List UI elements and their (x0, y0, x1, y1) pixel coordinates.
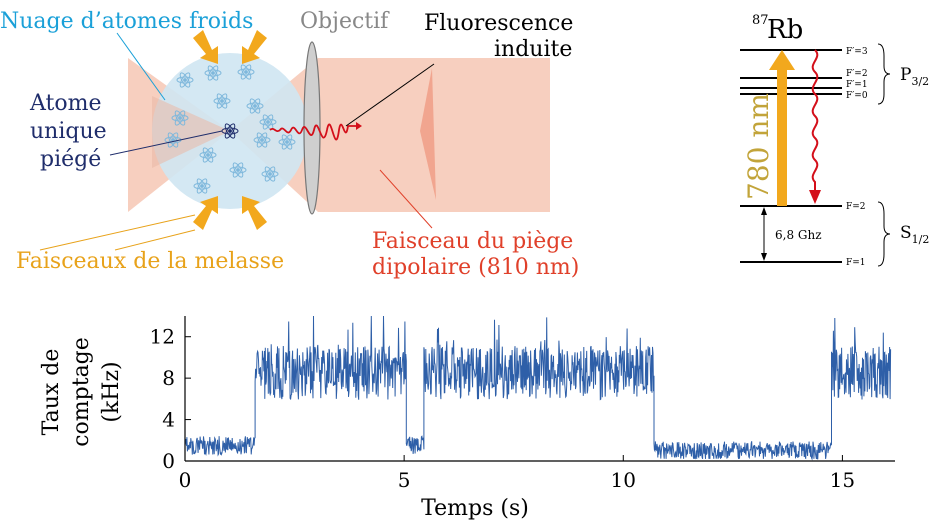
trap-beam-overlap (152, 96, 230, 168)
x-axis-label: Temps (s) (421, 496, 529, 521)
y-axis-label-2: comptage (69, 337, 94, 447)
trap-beam-focus (420, 68, 436, 200)
chart-ticks: 0 5 10 15 0 4 8 12 (150, 325, 856, 492)
y-tick-label: 8 (162, 366, 175, 390)
cloud-label: Nuage d’atomes froids (0, 9, 253, 34)
atom-label-2: unique (30, 119, 107, 144)
cloud-leader (116, 32, 166, 101)
count-rate-trace (184, 315, 892, 461)
y-axis-label-1: Taux de (39, 349, 64, 436)
ground-manifold-label: S1/2 (900, 223, 929, 246)
atom-label-3: piégé (40, 147, 101, 172)
atom-label-1: Atome (29, 91, 101, 116)
level-label-f2: F=2 (846, 202, 866, 212)
trap-label-1: Faisceau du piège (372, 229, 573, 254)
excitation-arrow-shaft (777, 68, 787, 206)
molasses-arrow (193, 30, 218, 64)
x-tick-label: 5 (398, 468, 411, 492)
objective-lens (303, 41, 321, 215)
level-label-f1p: F′=1 (846, 80, 868, 90)
molasses-label: Faisceaux de la melasse (16, 249, 284, 274)
excited-manifold-name: P (900, 65, 911, 85)
count-rate-chart: 0 5 10 15 0 4 8 12 Temps (s) Taux de comptage (… (39, 315, 895, 521)
y-tick-label: 0 (162, 449, 175, 473)
fluorescence-arrowhead (356, 122, 362, 130)
molasses-arrows (193, 30, 267, 230)
molasses-arrow (242, 196, 267, 230)
level-label-f1: F=1 (846, 258, 866, 268)
x-tick-label: 0 (179, 468, 192, 492)
splitting-label: 6,8 Ghz (775, 228, 822, 242)
fluorescence-wave (269, 123, 356, 141)
ground-manifold-name: S (900, 223, 912, 243)
fluorescence-label-2: induite (494, 37, 572, 62)
excited-manifold-sub: 3/2 (911, 75, 929, 88)
level-label-f2p: F′=2 (846, 69, 868, 79)
isotope-mass: 87 (752, 13, 769, 28)
emission-wave (811, 49, 819, 190)
emission-arrowhead (809, 190, 821, 204)
y-tick-label: 12 (150, 325, 175, 349)
atom-leader (109, 130, 223, 156)
objective-label: Objectif (300, 9, 390, 34)
molasses-arrow (242, 30, 267, 64)
x-tick-label: 10 (611, 468, 636, 492)
energy-level-diagram: 87 Rb F′=3 F′=2 F′=1 F′=0 F=2 F=1 P3/2 S… (740, 13, 929, 268)
chart-plot-area (184, 315, 892, 461)
x-tick-label: 15 (830, 468, 855, 492)
ground-brace (877, 201, 891, 267)
excited-brace (877, 43, 891, 105)
splitting-arrowhead-bottom (761, 253, 767, 261)
excited-manifold-label: P3/2 (900, 65, 929, 88)
excitation-arrow-head (769, 50, 795, 70)
transition-label: 780 nm (742, 93, 775, 200)
ground-manifold-sub: 1/2 (912, 233, 930, 246)
trap-label-2: dipolaire (810 nm) (372, 255, 579, 280)
molasses-leader (39, 214, 196, 251)
y-axis-label-3: (kHz) (99, 361, 124, 422)
level-label-f3: F′=3 (846, 47, 868, 57)
fluorescence-label-1: Fluorescence (424, 11, 573, 36)
y-tick-label: 4 (162, 408, 175, 432)
element-label: Rb (767, 15, 803, 45)
experimental-setup: Nuage d’atomes froids Objectif Fluoresce… (0, 9, 579, 280)
fluorescence-leader (345, 63, 435, 127)
molasses-leader (114, 229, 196, 251)
splitting-arrowhead-top (761, 207, 767, 215)
level-label-f0p: F′=0 (846, 91, 868, 101)
trap-leader (379, 169, 433, 229)
molasses-arrow (193, 196, 218, 230)
